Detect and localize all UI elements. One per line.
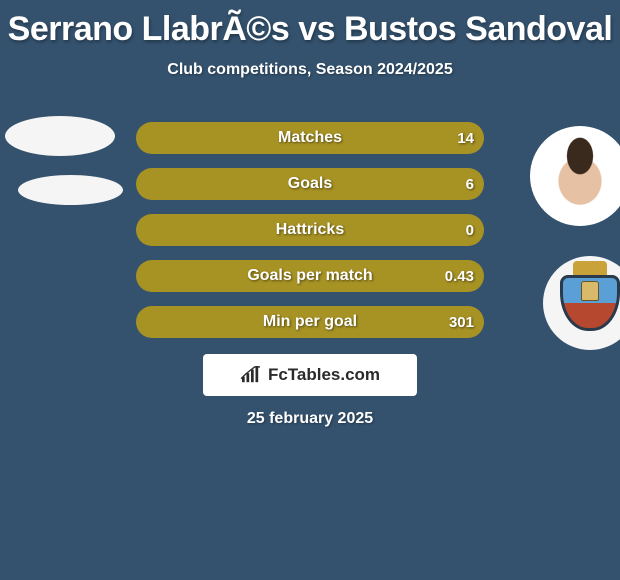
bar-row: Matches14: [136, 122, 484, 154]
bar-label: Goals per match: [136, 260, 484, 292]
bar-value-right: 0: [466, 214, 474, 246]
shield-icon: [560, 269, 620, 337]
bar-value-right: 0.43: [445, 260, 474, 292]
club1-crest: [18, 175, 123, 205]
chart-icon: [240, 366, 262, 384]
bar-row: Goals per match0.43: [136, 260, 484, 292]
face-placeholder: [530, 126, 620, 226]
brand-text: FcTables.com: [268, 365, 380, 385]
page-title: Serrano LlabrÃ©s vs Bustos Sandoval: [0, 0, 620, 49]
club2-crest: [543, 256, 620, 350]
bar-value-right: 6: [466, 168, 474, 200]
brand-badge: FcTables.com: [203, 354, 417, 396]
bar-value-right: 14: [457, 122, 474, 154]
bar-row: Min per goal301: [136, 306, 484, 338]
bar-label: Matches: [136, 122, 484, 154]
bar-label: Hattricks: [136, 214, 484, 246]
player1-avatar: [5, 116, 115, 156]
bar-value-right: 301: [449, 306, 474, 338]
bar-row: Hattricks0: [136, 214, 484, 246]
page-subtitle: Club competitions, Season 2024/2025: [0, 61, 620, 79]
comparison-chart: Matches14 Goals6 Hattricks0 Goals per match…: [136, 122, 484, 352]
date-text: 25 february 2025: [0, 410, 620, 428]
bar-label: Goals: [136, 168, 484, 200]
bar-row: Goals6: [136, 168, 484, 200]
bar-label: Min per goal: [136, 306, 484, 338]
player2-avatar: [530, 126, 620, 226]
